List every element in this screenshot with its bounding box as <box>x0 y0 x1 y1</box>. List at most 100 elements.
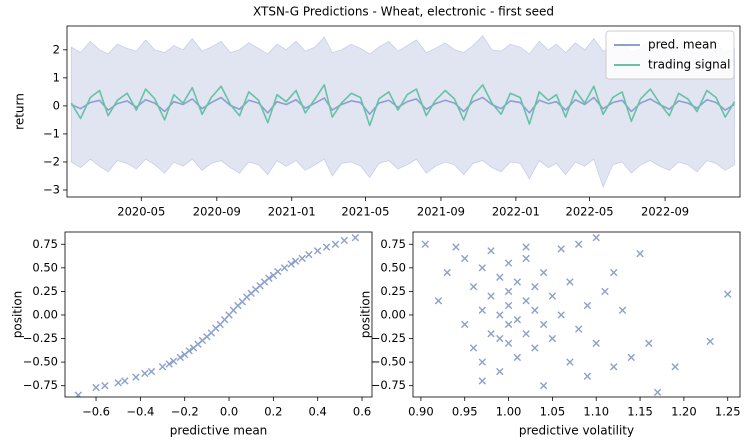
scatter-point <box>351 233 360 242</box>
scatter-point <box>114 379 122 387</box>
scatter-point <box>522 243 530 251</box>
scatter-point <box>610 268 618 277</box>
scatter-point <box>706 337 714 346</box>
scatter-point <box>636 249 644 258</box>
y-axis-label: return <box>13 93 27 130</box>
y-tick-label: −0.50 <box>371 355 406 369</box>
scatter-point <box>513 278 522 286</box>
x-tick-label: 2021-09 <box>417 205 465 219</box>
x-tick-label: 2020-09 <box>193 205 241 219</box>
scatter-point <box>557 311 565 319</box>
scatter-point <box>487 247 495 255</box>
scatter-point <box>583 372 592 380</box>
scatter-point <box>141 369 149 378</box>
scatter-point <box>291 257 300 265</box>
y-tick-label: −0.25 <box>371 331 406 345</box>
y-tick-label: −3 <box>43 182 60 196</box>
scatter-point <box>121 377 129 385</box>
scatter-point <box>531 282 539 291</box>
scatter-point <box>461 320 469 329</box>
x-tick-label: 2021-01 <box>268 205 316 219</box>
scatter-point <box>566 358 574 366</box>
x-tick-label: −0.2 <box>171 405 199 419</box>
scatter-point <box>169 357 178 365</box>
scatter-point <box>592 339 600 347</box>
scatter-point <box>574 325 583 333</box>
scatter-point <box>101 381 109 390</box>
series-line <box>70 84 736 127</box>
scatter-point <box>566 278 574 286</box>
x-tick-label: 0.4 <box>309 405 327 419</box>
legend-label: pred. mean <box>648 38 717 52</box>
scatter-point <box>653 388 662 396</box>
scatter-point <box>165 360 173 368</box>
x-tick-label: 2021-05 <box>341 205 389 219</box>
scatter-point <box>548 334 557 343</box>
x-tick-label: 0.2 <box>264 405 282 419</box>
scatter-point <box>539 320 548 329</box>
y-tick-label: −0.75 <box>23 378 58 392</box>
x-tick-label: 0.90 <box>408 405 434 419</box>
scatter-point <box>322 243 331 251</box>
scatter-point <box>618 306 627 314</box>
scatter-point <box>522 254 530 263</box>
legend-box <box>605 30 735 80</box>
scatter-point <box>147 367 156 376</box>
scatter-point <box>496 334 504 343</box>
scatter-point <box>132 373 140 381</box>
chart-title: XTSN-G Predictions - Wheat, electronic -… <box>253 5 554 19</box>
scatter-point <box>610 363 618 371</box>
scatter-point <box>74 391 82 397</box>
scatter-point <box>504 259 513 267</box>
scatter-point <box>504 320 513 329</box>
y-tick-label: 0.75 <box>380 237 406 251</box>
scatter-point <box>443 268 451 277</box>
scatter-point <box>478 306 486 314</box>
x-tick-label: 2020-05 <box>117 205 165 219</box>
scatter-point <box>469 344 478 352</box>
y-tick-label: 1 <box>53 70 60 84</box>
scatter-point <box>531 344 539 352</box>
scatter-point <box>331 240 340 248</box>
scatter-point <box>340 236 348 245</box>
scatter-point <box>539 268 548 277</box>
scatter-point <box>421 240 429 248</box>
y-tick-label: −0.25 <box>23 331 58 345</box>
x-tick-label: 1.15 <box>627 405 653 419</box>
x-tick-label: 1.10 <box>583 405 609 419</box>
scatter-point <box>513 353 522 362</box>
scatter-point <box>478 377 486 385</box>
scatter-point <box>287 260 295 268</box>
y-tick-label: 0.75 <box>32 237 58 251</box>
scatter-point <box>478 358 486 366</box>
x-tick-label: 0.95 <box>452 405 478 419</box>
scatter-point <box>513 315 522 324</box>
x-axis-label: predictive mean <box>170 424 268 438</box>
scatter-point <box>574 240 583 248</box>
scatter-point <box>496 311 504 319</box>
x-tick-label: 1.25 <box>715 405 741 419</box>
legend-label: trading signal <box>648 58 730 72</box>
uncertainty-band <box>70 35 735 189</box>
scatter-point <box>504 287 513 296</box>
y-tick-label: 0.50 <box>380 260 406 274</box>
series-line <box>70 96 735 116</box>
scatter-point <box>504 339 513 347</box>
scatter-point <box>176 353 184 362</box>
scatter-point <box>265 274 273 282</box>
scatter-point <box>627 353 635 362</box>
scatter-point <box>478 264 486 272</box>
scatter-point <box>583 301 592 310</box>
y-tick-label: −0.75 <box>371 378 406 392</box>
scatter-point <box>601 287 609 296</box>
y-axis-label: position <box>359 291 373 339</box>
scatter-point <box>487 330 495 338</box>
scatter-point <box>469 282 478 291</box>
scatter-point <box>434 297 443 305</box>
scatter-point <box>461 254 469 263</box>
y-tick-label: 0.00 <box>32 307 58 321</box>
scatter-point <box>531 306 539 314</box>
x-tick-label: 0.6 <box>353 405 371 419</box>
